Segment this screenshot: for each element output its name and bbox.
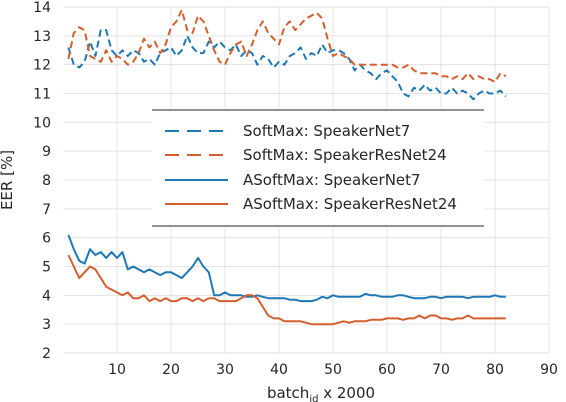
series-lines [67, 8, 507, 326]
y-tick-label: 3 [42, 317, 51, 333]
y-tick-label: 11 [33, 87, 51, 103]
y-tick-label: 8 [42, 173, 51, 189]
series-line-softmax-speakerresnet24 [67, 8, 507, 83]
y-tick-label: 10 [33, 115, 51, 131]
y-tick-labels: 2 3 4 5 6 7 8 9 10 11 12 13 14 [33, 0, 51, 362]
y-tick-label: 9 [42, 144, 51, 160]
x-tick-label: 60 [378, 362, 396, 378]
x-axis-label: batchid x 2000 [267, 384, 375, 402]
x-tick-label: 80 [486, 362, 504, 378]
x-tick-label: 30 [216, 362, 234, 378]
series-line-asoftmax-speakerresnet24 [67, 254, 506, 326]
x-tick-label: 20 [162, 362, 180, 378]
legend-box [152, 110, 484, 226]
y-axis-label: EER [%] [0, 150, 16, 210]
y-tick-label: 6 [42, 231, 51, 247]
x-tick-label: 70 [432, 362, 450, 378]
y-tick-label: 12 [33, 58, 51, 74]
y-tick-label: 4 [42, 288, 51, 304]
legend-label-asoftmax-speakerresnet24: ASoftMax: SpeakerResNet24 [243, 195, 457, 213]
legend: SoftMax: SpeakerNet7 SoftMax: SpeakerRes… [152, 109, 484, 227]
series-line-asoftmax-speakernet7 [67, 234, 506, 303]
y-tick-label: 13 [33, 29, 51, 45]
x-tick-labels: 10 20 30 40 50 60 70 80 90 [108, 362, 558, 378]
x-tick-label: 10 [108, 362, 126, 378]
x-tick-label: 50 [324, 362, 342, 378]
y-tick-label: 14 [33, 0, 51, 16]
legend-label-asoftmax-speakernet7: ASoftMax: SpeakerNet7 [243, 171, 421, 189]
x-axis-label-main: batch [267, 384, 309, 402]
y-tick-label: 2 [42, 346, 51, 362]
y-tick-label: 7 [42, 202, 51, 218]
x-tick-label: 40 [270, 362, 288, 378]
legend-label-softmax-speakerresnet24: SoftMax: SpeakerResNet24 [243, 146, 447, 164]
y-tick-label: 5 [42, 260, 51, 276]
legend-label-softmax-speakernet7: SoftMax: SpeakerNet7 [243, 122, 410, 140]
x-tick-label: 90 [540, 362, 558, 378]
x-axis-label-subscript: id [309, 394, 318, 402]
x-axis-label-tail: x 2000 [318, 384, 375, 402]
